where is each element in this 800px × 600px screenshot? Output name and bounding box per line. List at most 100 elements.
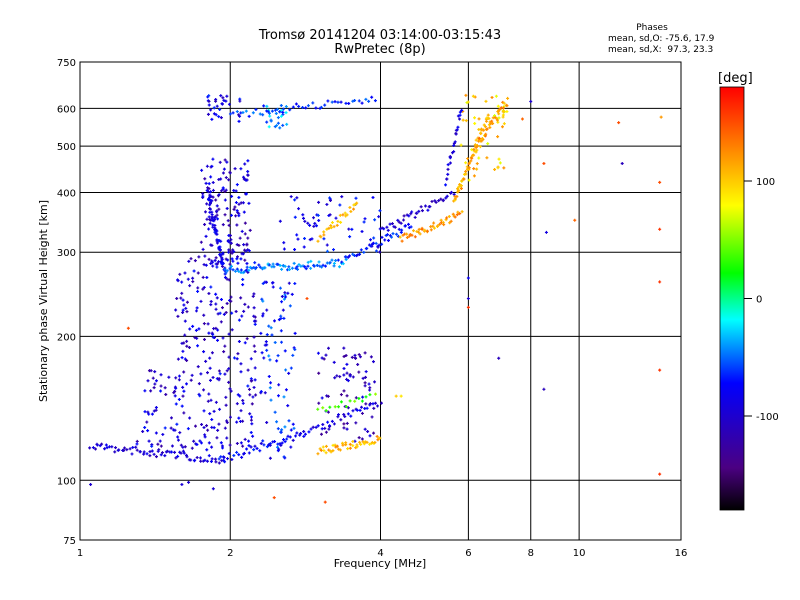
- echo-point: [227, 452, 231, 456]
- echo-point: [217, 207, 221, 211]
- echo-point: [209, 300, 213, 304]
- echo-point: [268, 443, 272, 447]
- echo-point: [272, 496, 276, 500]
- echo-point: [235, 441, 239, 445]
- echo-point: [466, 276, 470, 280]
- echo-point: [346, 406, 350, 410]
- echo-point: [362, 250, 366, 254]
- echo-point: [150, 412, 154, 416]
- echo-point: [123, 446, 127, 450]
- echo-point: [348, 235, 352, 239]
- echo-point: [152, 452, 156, 456]
- echo-point: [339, 400, 343, 404]
- echo-point: [228, 266, 232, 270]
- echo-point: [342, 426, 346, 430]
- echo-point: [502, 166, 506, 170]
- colorbar-label: [deg]: [718, 71, 753, 86]
- echo-point: [480, 137, 484, 141]
- echo-point: [188, 327, 192, 331]
- echo-point: [243, 221, 247, 225]
- echo-point: [464, 119, 468, 123]
- echo-point: [208, 221, 212, 225]
- echo-point: [336, 100, 340, 104]
- echo-point: [268, 456, 272, 460]
- echo-point: [170, 444, 174, 448]
- echo-point: [159, 453, 163, 457]
- echo-point: [297, 263, 301, 267]
- echo-point: [336, 413, 340, 417]
- echo-point: [293, 331, 297, 335]
- echo-point: [199, 299, 203, 303]
- echo-point: [223, 275, 227, 279]
- echo-point: [658, 227, 662, 231]
- echo-point: [220, 102, 224, 106]
- echo-point: [219, 189, 223, 193]
- echo-point: [273, 440, 277, 444]
- echo-point: [219, 94, 223, 98]
- echo-point: [252, 314, 256, 318]
- echo-point: [368, 434, 372, 438]
- echo-point: [450, 190, 454, 194]
- echo-point: [174, 402, 178, 406]
- echo-point: [302, 434, 306, 438]
- echo-point: [207, 99, 211, 103]
- echo-point: [382, 227, 386, 231]
- echo-point: [196, 286, 200, 290]
- echo-point: [188, 416, 192, 420]
- echo-point: [359, 442, 363, 446]
- echo-point: [267, 374, 271, 378]
- echo-point: [265, 308, 269, 312]
- echo-point: [163, 426, 167, 430]
- echo-point: [483, 125, 487, 129]
- echo-point: [330, 258, 334, 262]
- echo-point: [316, 351, 320, 355]
- echo-point: [246, 384, 250, 388]
- echo-point: [181, 349, 185, 353]
- echo-point: [342, 346, 346, 350]
- echo-point: [291, 353, 295, 357]
- echo-point: [326, 99, 330, 103]
- echo-point: [399, 221, 403, 225]
- echo-point: [351, 444, 355, 448]
- echo-point: [205, 164, 209, 168]
- echo-point: [658, 472, 662, 476]
- echo-point: [485, 116, 489, 120]
- echo-point: [222, 350, 226, 354]
- echo-point: [192, 269, 196, 273]
- echo-point: [309, 259, 313, 263]
- echo-point: [497, 157, 501, 161]
- echo-point: [361, 376, 365, 380]
- echo-point: [247, 387, 251, 391]
- echo-point: [280, 300, 284, 304]
- echo-point: [279, 114, 283, 118]
- echo-point: [245, 337, 249, 341]
- echo-point: [470, 156, 474, 160]
- echo-point: [195, 443, 199, 447]
- echo-point: [449, 219, 453, 223]
- echo-point: [182, 341, 186, 345]
- echo-point: [341, 213, 345, 217]
- echo-point: [236, 261, 240, 265]
- echo-point: [239, 296, 243, 300]
- y-tick-label: 600: [57, 104, 76, 115]
- echo-point: [294, 102, 298, 106]
- echo-point: [373, 380, 377, 384]
- echo-point: [301, 264, 305, 268]
- echo-point: [196, 344, 200, 348]
- echo-point: [351, 375, 355, 379]
- echo-point: [324, 264, 328, 268]
- echo-point: [181, 385, 185, 389]
- echo-point: [441, 198, 445, 202]
- echo-point: [261, 282, 265, 286]
- echo-point: [322, 449, 326, 453]
- echo-point: [542, 161, 546, 165]
- echo-point: [275, 359, 279, 363]
- echo-point: [265, 109, 269, 113]
- echo-point: [152, 386, 156, 390]
- echo-point: [179, 451, 183, 455]
- echo-point: [212, 409, 216, 413]
- echo-point: [228, 443, 232, 447]
- echo-point: [415, 211, 419, 215]
- echo-point: [417, 230, 421, 234]
- echo-point: [496, 135, 500, 139]
